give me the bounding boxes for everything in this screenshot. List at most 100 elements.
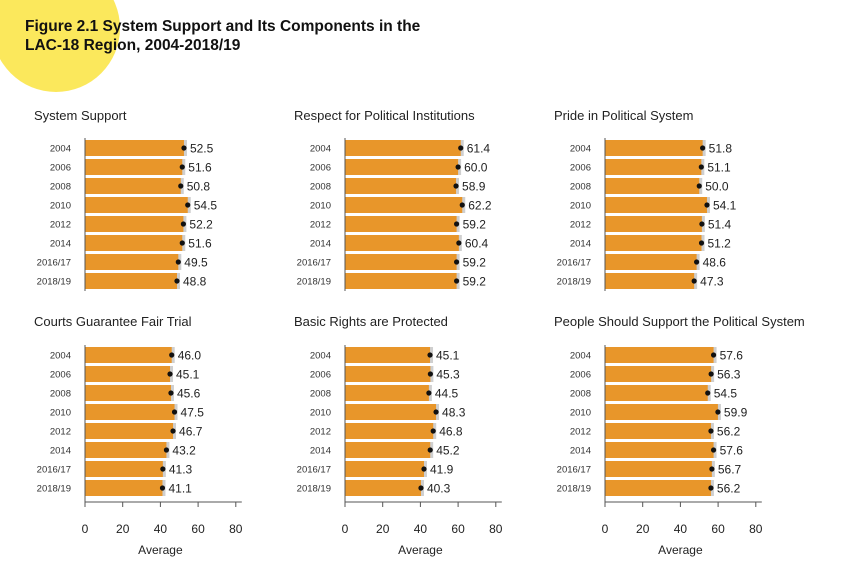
- value-dot: [427, 352, 433, 358]
- bar: [605, 159, 702, 175]
- bar: [345, 178, 457, 194]
- x-tick-label: 80: [489, 522, 503, 536]
- bar: [85, 235, 183, 251]
- data-label: 48.8: [183, 275, 207, 289]
- data-label: 51.4: [708, 218, 732, 232]
- panel-title: Pride in Political System: [554, 108, 693, 123]
- data-label: 45.2: [436, 444, 460, 458]
- data-label: 51.6: [188, 237, 212, 251]
- value-dot: [456, 240, 462, 246]
- category-label: 2010: [310, 201, 331, 212]
- x-axis-label: Average: [398, 543, 443, 557]
- x-tick-label: 80: [229, 522, 243, 536]
- bar: [605, 442, 714, 458]
- value-dot: [453, 221, 460, 227]
- category-label: 2014: [310, 446, 331, 457]
- bar: [605, 216, 702, 232]
- category-label: 2006: [570, 163, 591, 174]
- category-label: 2018/19: [37, 277, 71, 288]
- category-label: 2010: [310, 408, 331, 419]
- category-label: 2006: [50, 163, 71, 174]
- category-label: 2004: [310, 351, 331, 362]
- category-label: 2018/19: [557, 277, 591, 288]
- data-label: 52.5: [190, 142, 214, 156]
- data-label: 46.0: [178, 349, 202, 363]
- category-label: 2018/19: [37, 484, 71, 495]
- value-dot: [179, 240, 185, 246]
- bar: [605, 235, 702, 251]
- bar: [605, 140, 703, 156]
- category-label: 2016/17: [557, 465, 591, 476]
- category-label: 2010: [50, 201, 71, 212]
- data-label: 45.3: [436, 368, 460, 382]
- value-dot: [181, 145, 187, 151]
- category-label: 2006: [310, 370, 331, 381]
- category-label: 2014: [50, 239, 71, 250]
- category-label: 2016/17: [297, 465, 331, 476]
- data-label: 51.8: [709, 142, 733, 156]
- category-label: 2014: [310, 239, 331, 250]
- data-label: 44.5: [435, 387, 459, 401]
- category-label: 2012: [50, 427, 71, 438]
- category-label: 2004: [570, 351, 591, 362]
- data-label: 57.6: [720, 444, 744, 458]
- category-label: 2016/17: [37, 258, 71, 269]
- data-label: 56.3: [717, 368, 741, 382]
- value-dot: [710, 352, 717, 358]
- category-label: 2006: [570, 370, 591, 381]
- data-label: 46.8: [439, 425, 463, 439]
- value-dot: [453, 278, 460, 284]
- category-label: 2016/17: [297, 258, 331, 269]
- data-label: 60.0: [464, 161, 488, 175]
- category-label: 2016/17: [37, 465, 71, 476]
- category-label: 2008: [50, 389, 71, 400]
- data-label: 59.2: [463, 218, 487, 232]
- category-label: 2012: [310, 427, 331, 438]
- value-dot: [691, 278, 697, 284]
- data-label: 54.5: [714, 387, 738, 401]
- data-label: 41.3: [169, 463, 193, 477]
- value-dot: [171, 409, 178, 415]
- bar: [605, 480, 711, 496]
- value-dot: [180, 221, 186, 227]
- category-label: 2008: [570, 389, 591, 400]
- category-label: 2010: [570, 408, 591, 419]
- data-label: 51.1: [707, 161, 731, 175]
- x-tick-label: 60: [451, 522, 465, 536]
- bar: [605, 347, 714, 363]
- data-label: 54.1: [713, 199, 737, 213]
- data-label: 57.6: [720, 349, 744, 363]
- x-axis-label: Average: [658, 543, 703, 557]
- data-label: 43.2: [172, 444, 196, 458]
- value-dot: [167, 371, 173, 377]
- bar: [345, 254, 457, 270]
- bar: [85, 442, 167, 458]
- bar: [345, 140, 461, 156]
- bar: [605, 423, 711, 439]
- bar: [605, 197, 707, 213]
- bar: [605, 461, 712, 477]
- data-label: 51.2: [708, 237, 732, 251]
- bar: [85, 480, 163, 496]
- bar: [605, 178, 700, 194]
- bar: [85, 197, 188, 213]
- bar: [85, 347, 172, 363]
- category-label: 2018/19: [557, 484, 591, 495]
- x-tick-label: 40: [154, 522, 168, 536]
- bar: [605, 366, 712, 382]
- panel-title: System Support: [34, 108, 127, 123]
- bar: [85, 216, 184, 232]
- bar: [345, 461, 424, 477]
- x-tick-label: 0: [602, 522, 609, 536]
- value-dot: [708, 485, 714, 491]
- data-label: 41.9: [430, 463, 454, 477]
- figure-title: Figure 2.1 System Support and Its Compon…: [25, 17, 420, 55]
- bar: [345, 442, 431, 458]
- data-label: 47.3: [700, 275, 724, 289]
- value-dot: [710, 447, 717, 453]
- bar: [85, 178, 181, 194]
- category-label: 2004: [310, 144, 331, 155]
- data-label: 47.5: [181, 406, 205, 420]
- category-label: 2008: [310, 389, 331, 400]
- value-dot: [163, 447, 170, 453]
